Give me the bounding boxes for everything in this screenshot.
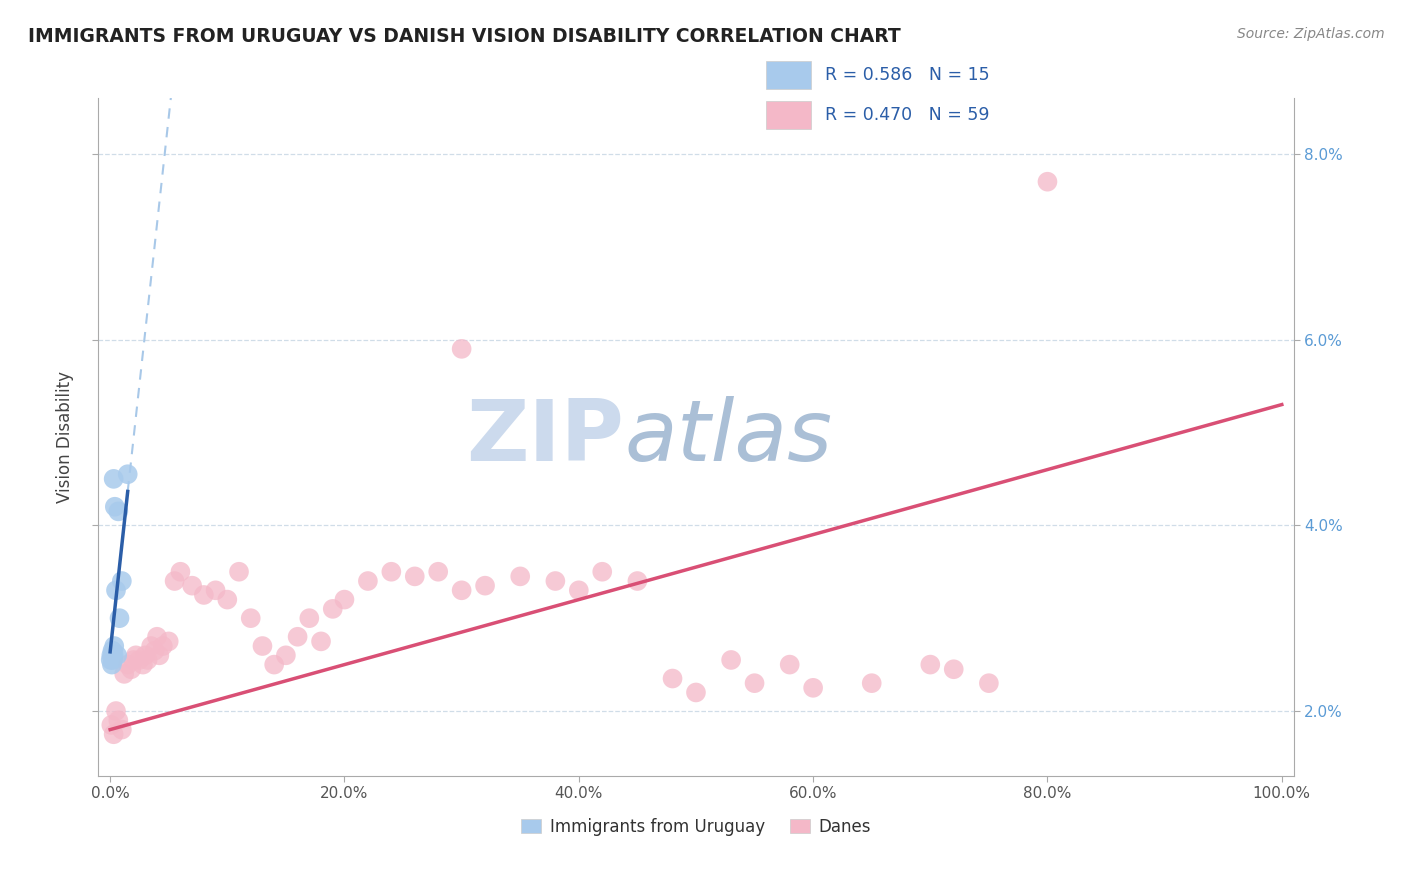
Point [298, 611, 321, 625]
Point [108, 611, 131, 625]
Legend: Immigrants from Uruguay, Danes: Immigrants from Uruguay, Danes [515, 811, 877, 842]
Point [309, 634, 332, 648]
Point [217, 592, 239, 607]
Point [450, 342, 472, 356]
Point [450, 583, 472, 598]
Point [169, 565, 191, 579]
Point [107, 504, 129, 518]
Text: R = 0.470   N = 59: R = 0.470 N = 59 [825, 106, 990, 124]
Point [744, 676, 766, 690]
Point [544, 574, 567, 588]
Point [204, 583, 226, 598]
Point [103, 639, 125, 653]
Point [779, 657, 801, 672]
Point [103, 727, 125, 741]
Point [977, 676, 1000, 690]
Point [128, 653, 150, 667]
Point [141, 639, 163, 653]
Point [287, 630, 309, 644]
FancyBboxPatch shape [766, 101, 811, 129]
Point [860, 676, 883, 690]
Point [104, 500, 127, 514]
Point [568, 583, 591, 598]
Point [100, 718, 122, 732]
Point [333, 592, 356, 607]
Point [228, 565, 250, 579]
Point [661, 672, 683, 686]
Text: R = 0.586   N = 15: R = 0.586 N = 15 [825, 66, 990, 84]
Text: ZIP: ZIP [467, 395, 624, 479]
Text: IMMIGRANTS FROM URUGUAY VS DANISH VISION DISABILITY CORRELATION CHART: IMMIGRANTS FROM URUGUAY VS DANISH VISION… [28, 27, 901, 45]
Point [157, 634, 180, 648]
Point [509, 569, 531, 583]
Point [357, 574, 380, 588]
Point [942, 662, 965, 676]
Point [122, 653, 145, 667]
Point [103, 648, 125, 663]
Point [125, 648, 148, 663]
Point [263, 657, 285, 672]
Point [146, 630, 169, 644]
Point [1095, 797, 1118, 811]
FancyBboxPatch shape [766, 61, 811, 89]
Point [100, 648, 122, 663]
Point [105, 648, 128, 663]
Point [1036, 175, 1059, 189]
Point [117, 467, 139, 482]
Point [112, 666, 135, 681]
Point [920, 657, 942, 672]
Point [274, 648, 297, 663]
Point [181, 579, 204, 593]
Point [143, 643, 166, 657]
Point [101, 643, 124, 657]
Text: Source: ZipAtlas.com: Source: ZipAtlas.com [1237, 27, 1385, 41]
Point [322, 602, 344, 616]
Point [105, 583, 128, 598]
Text: atlas: atlas [624, 395, 832, 479]
Point [101, 653, 124, 667]
Point [111, 723, 134, 737]
Point [193, 588, 215, 602]
Point [163, 574, 186, 588]
Y-axis label: Vision Disability: Vision Disability [56, 371, 75, 503]
Point [100, 653, 122, 667]
Point [111, 574, 134, 588]
Point [239, 611, 262, 625]
Point [685, 685, 707, 699]
Point [474, 579, 496, 593]
Point [117, 657, 139, 672]
Point [105, 704, 128, 718]
Point [148, 648, 170, 663]
Point [120, 662, 142, 676]
Point [107, 714, 129, 728]
Point [136, 653, 159, 667]
Point [404, 569, 426, 583]
Point [591, 565, 613, 579]
Point [427, 565, 450, 579]
Point [252, 639, 274, 653]
Point [801, 681, 824, 695]
Point [380, 565, 402, 579]
Point [103, 472, 125, 486]
Point [101, 657, 124, 672]
Point [134, 648, 156, 663]
Point [626, 574, 648, 588]
Point [152, 639, 174, 653]
Point [132, 657, 155, 672]
Point [720, 653, 742, 667]
